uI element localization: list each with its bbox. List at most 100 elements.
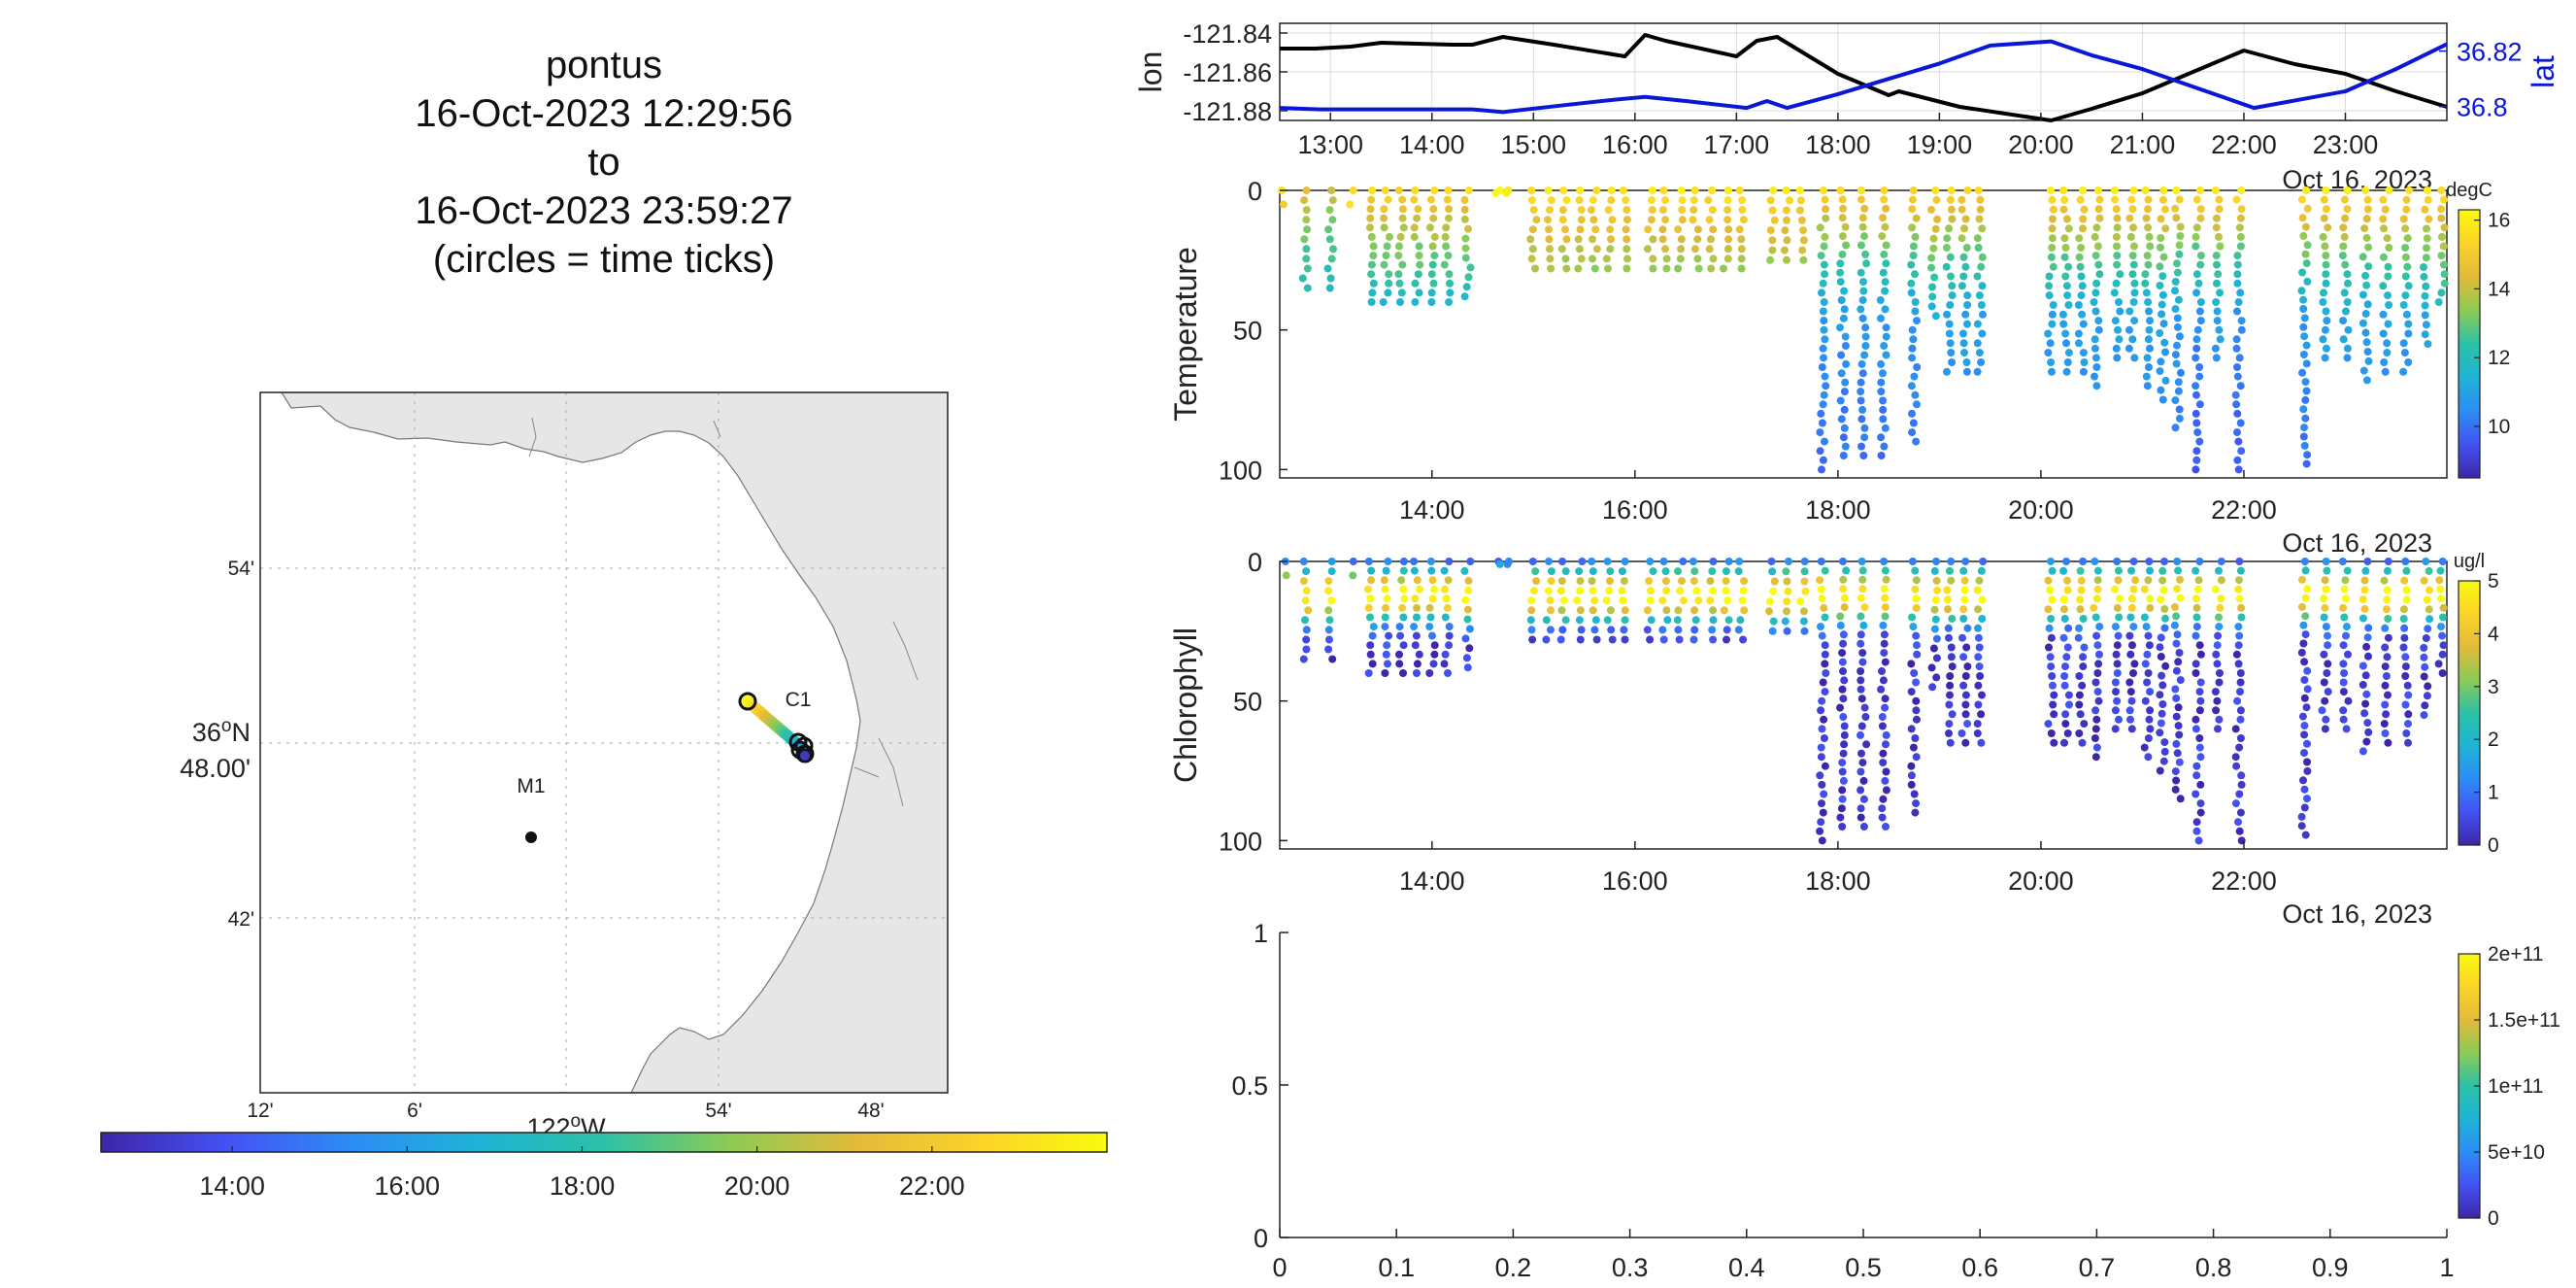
temperature-point xyxy=(1838,195,1847,204)
temperature-point xyxy=(2174,295,2183,304)
temperature-point xyxy=(2401,291,2410,300)
chlorophyll-point xyxy=(2400,633,2409,642)
temperature-point xyxy=(1882,241,1890,250)
temperature-point xyxy=(2363,300,2372,309)
chlorophyll-point xyxy=(2399,605,2408,614)
temperature-point xyxy=(1913,317,1921,325)
chlorophyll-point xyxy=(2195,706,2204,715)
temperature-point xyxy=(1859,278,1867,287)
temperature-point xyxy=(2362,215,2371,223)
chlorophyll-point xyxy=(2050,691,2058,699)
temperature-point xyxy=(2192,390,2200,399)
chlorophyll-point xyxy=(1839,575,1848,584)
chlorophyll-point xyxy=(1857,722,1866,730)
temperature-xtick-label: 16:00 xyxy=(1602,495,1668,525)
chlorophyll-point xyxy=(1818,631,1826,640)
chlorophyll-point xyxy=(2434,660,2443,668)
lonlat-xtick-label: 16:00 xyxy=(1602,130,1668,159)
temperature-point xyxy=(2110,288,2119,297)
temperature-point xyxy=(1860,232,1868,241)
chlorophyll-point xyxy=(1282,571,1290,580)
chlorophyll-point xyxy=(2191,669,2200,677)
temperature-point xyxy=(1661,216,1670,224)
chlorophyll-point xyxy=(2192,771,2201,780)
chlorophyll-point xyxy=(1443,603,1452,612)
chlorophyll-point xyxy=(2091,725,2100,733)
temperature-point xyxy=(1690,186,1699,194)
temperature-point xyxy=(2144,260,2153,269)
lonlat-xtick-label: 13:00 xyxy=(1297,130,1363,159)
chlorophyll-point xyxy=(2360,709,2369,718)
temperature-point xyxy=(2404,282,2413,290)
temperature-point xyxy=(2125,325,2133,334)
chlorophyll-point xyxy=(2095,623,2104,631)
chlorophyll-point xyxy=(2048,566,2057,575)
temperature-point xyxy=(2143,382,2152,390)
empty-xtick-label: 0.1 xyxy=(1378,1253,1415,1282)
chlorophyll-point xyxy=(1723,596,1732,605)
temperature-point xyxy=(2176,222,2185,231)
temperature-point xyxy=(2159,253,2168,261)
chlorophyll-point xyxy=(1910,790,1919,798)
chlorophyll-point xyxy=(1382,650,1390,659)
temperature-point xyxy=(1841,442,1850,451)
chlorophyll-colorbar xyxy=(2458,580,2481,846)
temperature-point xyxy=(2173,314,2182,322)
temperature-point xyxy=(2232,195,2241,204)
chlorophyll-point xyxy=(1963,624,1972,632)
temperature-point xyxy=(2191,232,2200,241)
chlorophyll-point xyxy=(2362,690,2371,698)
chlorophyll-point xyxy=(1395,660,1404,668)
temperature-point xyxy=(1385,232,1393,241)
temperature-point xyxy=(1962,367,1971,376)
chlorophyll-point xyxy=(2171,767,2180,776)
chlorophyll-point xyxy=(2364,728,2373,736)
temperature-point xyxy=(2173,341,2181,350)
temperature-point xyxy=(2046,339,2055,348)
temperature-point xyxy=(1858,314,1867,322)
chlorophyll-point xyxy=(1607,626,1616,634)
temperature-xtick-label: 18:00 xyxy=(1805,495,1871,525)
temperature-point xyxy=(2437,186,2446,194)
temperature-point xyxy=(1608,216,1617,224)
chlorophyll-point xyxy=(1879,795,1888,803)
chlorophyll-point xyxy=(2339,706,2348,715)
chlorophyll-point xyxy=(2079,662,2088,671)
chlorophyll-point xyxy=(2076,710,2085,719)
temperature-point xyxy=(1977,301,1986,309)
temperature-point xyxy=(2173,259,2181,268)
temperature-point xyxy=(2437,288,2446,297)
chlorophyll-point xyxy=(2437,594,2445,603)
chlorophyll-point xyxy=(2114,576,2123,585)
temperature-point xyxy=(2079,367,2088,376)
lonlat-xtick-label: 21:00 xyxy=(2110,130,2176,159)
temperature-point xyxy=(2322,205,2330,214)
chlorophyll-point xyxy=(2191,566,2200,575)
chlorophyll-point xyxy=(1948,710,1957,719)
chlorophyll-point xyxy=(1364,669,1373,677)
temperature-point xyxy=(2232,400,2241,409)
temperature-point xyxy=(1623,216,1631,224)
temperature-point xyxy=(2359,290,2367,299)
chlorophyll-point xyxy=(2140,613,2149,622)
chlorophyll-point xyxy=(2092,631,2101,640)
chlorophyll-point xyxy=(2236,678,2245,687)
chlorophyll-point xyxy=(2094,660,2103,668)
temperature-xtick-label: 14:00 xyxy=(1399,495,1465,525)
chlorophyll-point xyxy=(2112,688,2120,696)
chlorophyll-point xyxy=(1913,641,1921,650)
chlorophyll-point xyxy=(1328,655,1337,663)
temperature-point xyxy=(2302,259,2311,268)
temperature-point xyxy=(2196,214,2205,222)
temperature-point xyxy=(1857,186,1865,194)
chlorophyll-point xyxy=(2380,720,2389,729)
chlorophyll-point xyxy=(2363,558,2372,565)
chlorophyll-point xyxy=(2127,725,2136,733)
temperature-point xyxy=(2093,186,2102,194)
temperature-point xyxy=(1908,195,1917,204)
chlorophyll-point xyxy=(2439,641,2448,650)
chlorophyll-point xyxy=(1325,635,1333,644)
temperature-point xyxy=(2212,298,2221,306)
temperature-point xyxy=(1416,260,1424,269)
